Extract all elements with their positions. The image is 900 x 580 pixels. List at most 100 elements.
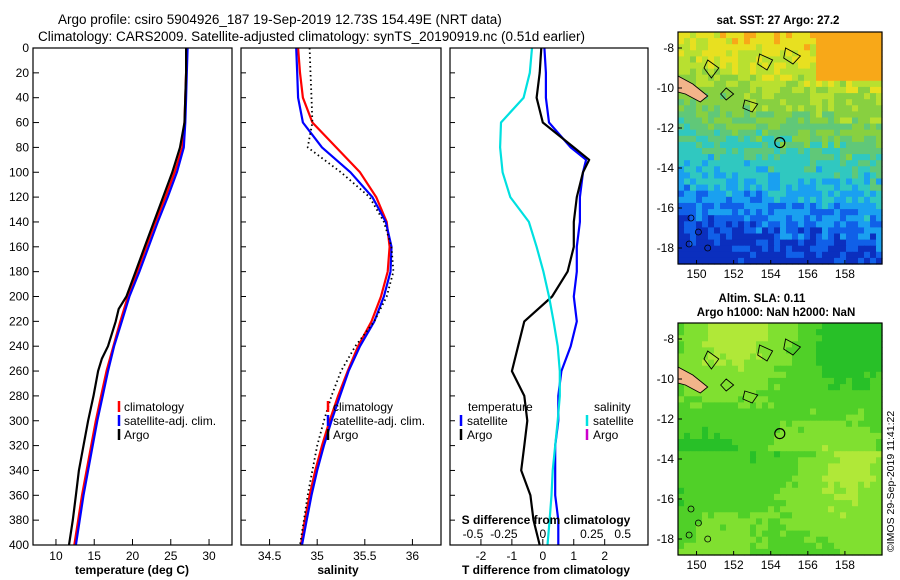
sla-map-cell <box>810 445 817 452</box>
sla-map-cell <box>726 371 733 379</box>
sst-map-cell <box>786 74 793 82</box>
sst-map-cell <box>678 190 685 198</box>
sst-map-cell <box>876 196 883 204</box>
sst-map-cell <box>738 190 745 198</box>
sla-map-cell <box>708 506 715 513</box>
sla-map-cell <box>834 390 841 397</box>
sla-map-cell <box>714 493 721 501</box>
sst-map-cell <box>828 68 835 76</box>
sla-map-cell <box>810 329 817 336</box>
sla-map-cell <box>738 463 745 471</box>
sla-map-cell <box>702 548 709 556</box>
sla-map-cell <box>750 371 757 379</box>
sla-map-cell <box>762 475 769 483</box>
sla-map-cell <box>732 329 739 336</box>
sla-map-cell <box>858 475 865 483</box>
sla-map-cell <box>726 384 733 391</box>
sla-map-cell <box>870 530 877 538</box>
sla-map-cell <box>726 323 733 330</box>
sla-reef <box>695 519 702 527</box>
sst-map-cell <box>876 68 883 76</box>
sla-map-cell <box>780 530 787 538</box>
sla-map-cell <box>858 518 865 526</box>
title-line-2: Climatology: CARS2009. Satellite-adjuste… <box>38 29 585 44</box>
sla-map-cell <box>714 518 721 526</box>
sla-map-cell <box>726 542 733 550</box>
sst-map-cell <box>744 62 751 70</box>
sla-map-cell <box>762 518 769 526</box>
sst-map-cell <box>726 166 733 173</box>
sla-map-cell <box>684 341 691 348</box>
sst-map-cell <box>876 44 883 51</box>
sst-map-cell <box>690 111 697 119</box>
sla-map-cell <box>780 542 787 550</box>
sst-map-cell <box>870 99 877 106</box>
sla-map-cell <box>684 432 691 440</box>
sst-map-cell <box>708 62 715 70</box>
sla-coastline <box>703 350 720 370</box>
sst-map-cell <box>846 62 853 70</box>
sla-map-cell <box>852 469 859 477</box>
sla-map-cell <box>708 377 715 385</box>
sla-map-cell <box>780 512 787 519</box>
sla-map-cell <box>702 335 709 342</box>
sla-map-cell <box>780 323 787 330</box>
sla-map-cell <box>846 396 853 403</box>
sla-map-cell <box>744 359 751 367</box>
sst-map-cell <box>840 215 847 222</box>
sst-map-cell <box>804 202 811 210</box>
sst-map-cell <box>840 148 847 155</box>
sla-map-cell <box>798 365 805 373</box>
sst-map-cell <box>756 38 763 45</box>
sla-map-cell <box>774 451 781 458</box>
sst-map-cell <box>744 93 751 100</box>
sla-map-cell <box>834 439 841 446</box>
sst-map-cell <box>810 233 817 241</box>
sst-map-frame <box>677 31 883 265</box>
sla-map-cell <box>798 420 805 428</box>
sla-map-cell <box>732 500 739 507</box>
sst-map-cell <box>846 105 853 112</box>
sla-map-cell <box>714 323 721 330</box>
sst-map-cell <box>864 99 871 106</box>
sla-map-cell <box>726 408 733 416</box>
sla-map-cell <box>696 439 703 446</box>
sst-map-cell <box>708 123 715 131</box>
sst-map-cell <box>708 166 715 173</box>
sla-map-cell <box>684 542 691 550</box>
sla-map-cell <box>816 353 823 361</box>
sst-map-cell <box>708 86 715 94</box>
sla-map-cell <box>720 426 727 434</box>
sst-map-title: sat. SST: 27 Argo: 27.2 <box>717 15 840 27</box>
sla-map-cell <box>816 365 823 373</box>
sla-map-cell <box>822 500 829 507</box>
sst-map-cell <box>702 129 709 137</box>
temperature-frame <box>32 47 233 546</box>
sst-map-cell <box>864 68 871 76</box>
sst-map-cell <box>690 50 697 57</box>
sst-map-cell <box>678 215 685 222</box>
sla-map-cell <box>846 530 853 538</box>
sla-map-cell <box>744 384 751 391</box>
sla-map-cell <box>708 396 715 403</box>
sla-map-cell <box>870 359 877 367</box>
sst-lon-label: 158 <box>835 267 855 281</box>
sla-map-cell <box>768 493 775 501</box>
sla-map-cell <box>822 323 829 330</box>
sla-map-cell <box>840 323 847 330</box>
sla-map-cell <box>816 475 823 483</box>
sst-map-cell <box>696 62 703 70</box>
sst-map-cell <box>792 93 799 100</box>
sst-map-cell <box>708 202 715 210</box>
sst-map-cell <box>714 80 721 88</box>
sst-map-cell <box>798 251 805 259</box>
sst-map-cell <box>720 172 727 180</box>
sla-map-cell <box>828 530 835 538</box>
sla-map-cell <box>678 323 685 330</box>
sla-map-cell <box>816 536 823 544</box>
sla-map-cell <box>750 396 757 403</box>
sst-map-cell <box>762 190 769 198</box>
sla-map-cell <box>828 353 835 361</box>
sst-map-cell <box>726 172 733 180</box>
sla-map-cell <box>756 402 763 410</box>
